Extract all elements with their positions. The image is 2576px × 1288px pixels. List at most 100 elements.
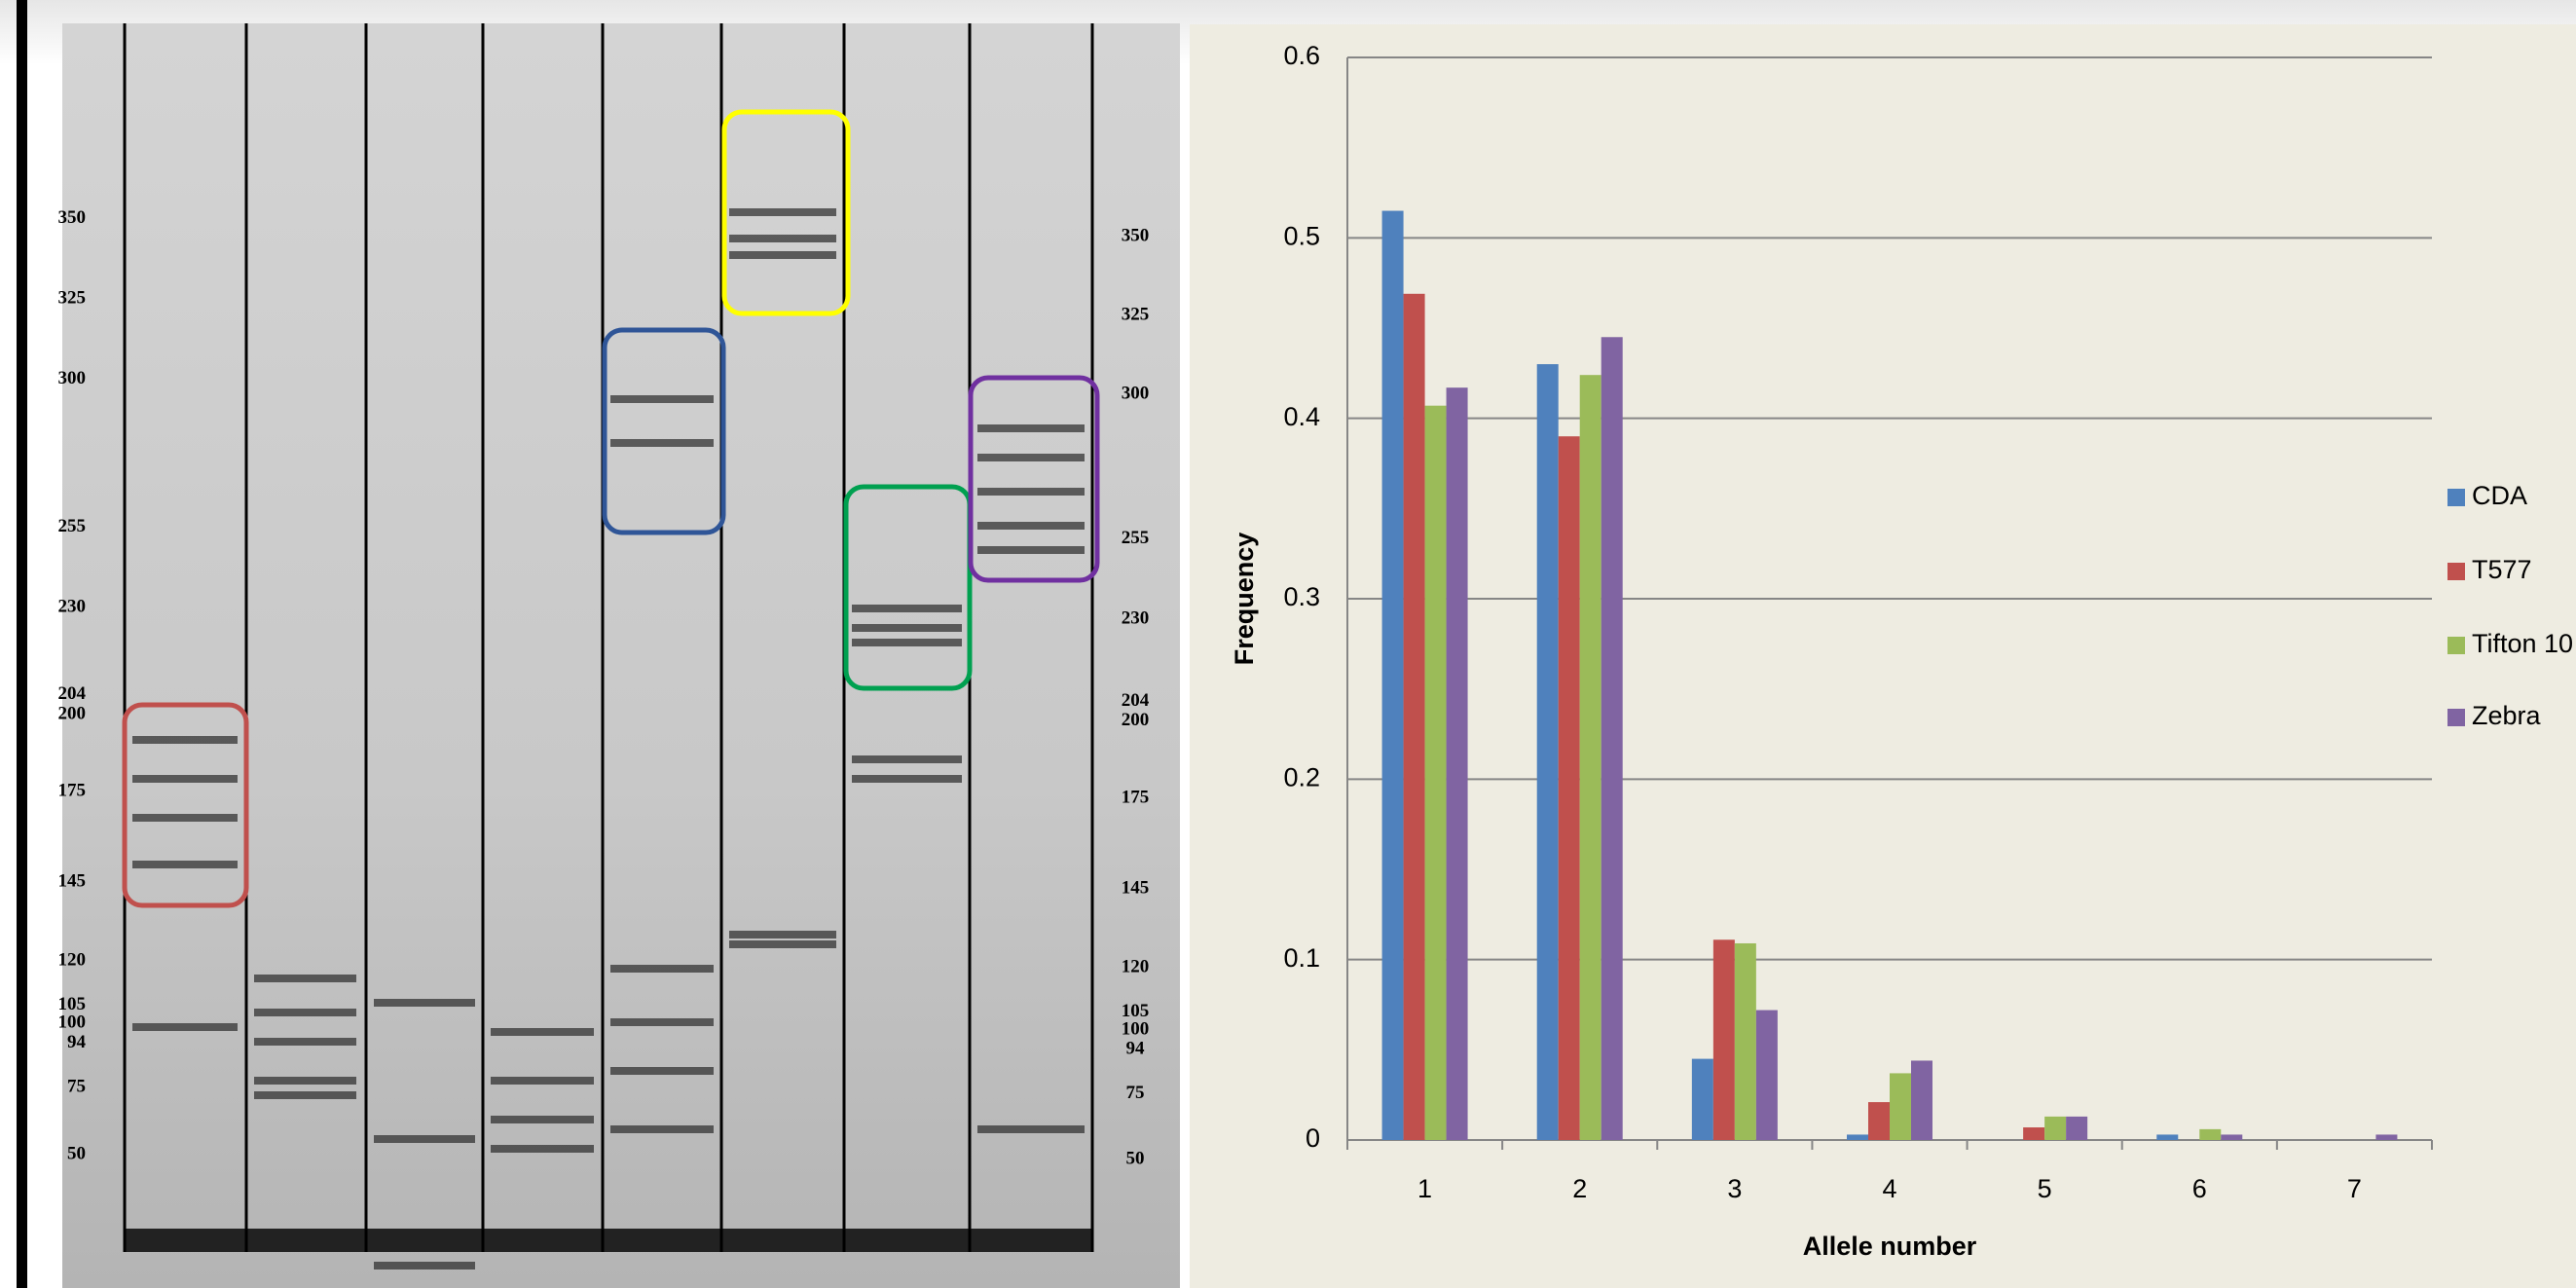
gel-band — [254, 1091, 356, 1099]
ladder-label: 200 — [58, 703, 87, 723]
legend-label: CDA — [2472, 481, 2527, 510]
legend-label: T577 — [2472, 555, 2532, 584]
y-tick-label: 0.3 — [1283, 582, 1320, 611]
bar — [1713, 939, 1735, 1140]
ladder-label: 120 — [1122, 956, 1150, 976]
bar — [2044, 1117, 2066, 1140]
bar — [1382, 211, 1404, 1140]
gel-band — [852, 624, 962, 632]
gel-band — [729, 940, 836, 948]
gel-band — [374, 1262, 475, 1270]
ladder-label: 350 — [58, 207, 87, 228]
bar — [2221, 1134, 2242, 1140]
ladder-label: 325 — [1122, 304, 1150, 324]
bar — [2156, 1134, 2178, 1140]
ladder-label: 230 — [58, 597, 87, 617]
gel-band — [132, 1023, 238, 1031]
gel-front — [125, 1229, 1092, 1252]
bar — [1890, 1073, 1911, 1140]
bar — [1692, 1059, 1713, 1140]
ladder-label: 120 — [58, 950, 87, 971]
ladder-label: 175 — [1122, 787, 1150, 807]
gel-band — [610, 395, 714, 403]
gel-band — [852, 755, 962, 763]
ladder-label: 75 — [67, 1076, 86, 1096]
ladder-label: 255 — [1122, 528, 1150, 548]
gel-band — [977, 522, 1085, 530]
ladder-label: 325 — [58, 287, 87, 308]
ladder-label: 350 — [1122, 225, 1150, 245]
bar — [1847, 1134, 1868, 1140]
ladder-label: 100 — [58, 1012, 87, 1033]
gel-band — [977, 424, 1085, 432]
slide: 3503253002552302042001751451201051009475… — [0, 0, 2576, 1288]
ladder-label: 94 — [67, 1032, 87, 1052]
gel-band — [491, 1028, 594, 1036]
bar — [2199, 1129, 2221, 1140]
ladder-label: 145 — [58, 871, 87, 892]
ladder-label: 100 — [1122, 1018, 1150, 1039]
gel-band — [132, 814, 238, 822]
gel-band — [610, 1018, 714, 1026]
x-axis-title: Allele number — [1803, 1232, 1977, 1261]
gel-band — [491, 1145, 594, 1153]
ladder-label: 75 — [1126, 1083, 1145, 1103]
gel-band — [610, 965, 714, 973]
x-tick-label: 7 — [2347, 1174, 2362, 1203]
gel-band — [852, 775, 962, 783]
legend-swatch — [2447, 709, 2465, 726]
ladder-label: 230 — [1122, 608, 1150, 629]
y-axis-title: Frequency — [1230, 533, 1259, 666]
gel-band — [132, 775, 238, 783]
bar — [1404, 294, 1425, 1140]
ladder-label: 145 — [1122, 877, 1150, 898]
gel-band — [729, 251, 836, 259]
ladder-label: 300 — [58, 368, 87, 388]
x-tick-label: 4 — [1882, 1174, 1896, 1203]
gel-background — [62, 23, 1180, 1288]
legend-swatch — [2447, 489, 2465, 506]
gel-band — [852, 605, 962, 612]
gel-band — [374, 999, 475, 1007]
bar — [1601, 337, 1623, 1140]
gel-band — [254, 975, 356, 982]
ladder-label: 204 — [58, 683, 87, 704]
gel-band — [610, 1125, 714, 1133]
bar — [1756, 1011, 1778, 1140]
gel-band — [491, 1116, 594, 1123]
ladder-label: 94 — [1126, 1039, 1146, 1059]
bar — [1425, 406, 1447, 1140]
y-tick-label: 0 — [1306, 1123, 1320, 1153]
ladder-label: 50 — [67, 1144, 86, 1164]
gel-band — [610, 439, 714, 447]
gel-band — [610, 1067, 714, 1075]
bar — [2023, 1127, 2044, 1140]
gel-band — [132, 736, 238, 744]
gel-image: 3503253002552302042001751451201051009475… — [58, 23, 1181, 1288]
ladder-label: 175 — [58, 781, 87, 801]
gel-band — [374, 1135, 475, 1143]
gel-band — [977, 1125, 1085, 1133]
bar — [1537, 364, 1559, 1140]
gel-band — [729, 931, 836, 938]
gel-band — [852, 639, 962, 646]
bar — [1447, 387, 1468, 1140]
gel-band — [254, 1009, 356, 1016]
gel-band — [132, 861, 238, 868]
x-tick-label: 6 — [2192, 1174, 2207, 1203]
legend-swatch — [2447, 563, 2465, 580]
gel-band — [977, 488, 1085, 496]
gel-band — [491, 1077, 594, 1085]
x-tick-label: 2 — [1572, 1174, 1587, 1203]
legend-label: Tifton 10 — [2472, 629, 2573, 658]
gel-band — [977, 546, 1085, 554]
bar — [1868, 1102, 1890, 1140]
bar — [1559, 436, 1580, 1140]
legend-swatch — [2447, 637, 2465, 654]
border — [17, 0, 27, 1288]
x-tick-label: 5 — [2038, 1174, 2052, 1203]
gel-band — [254, 1038, 356, 1046]
ladder-label: 200 — [1122, 710, 1150, 730]
x-tick-label: 1 — [1417, 1174, 1432, 1203]
ladder-label: 204 — [1122, 690, 1150, 711]
